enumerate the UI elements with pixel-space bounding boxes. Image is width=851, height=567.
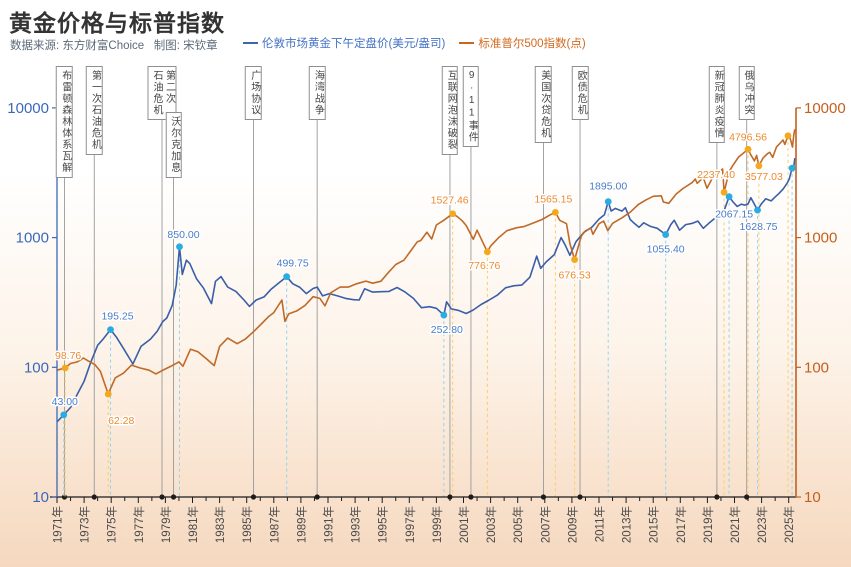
gold-price-line xyxy=(56,158,796,423)
sp500-index-line xyxy=(56,129,796,395)
data-point-label: 499.75 xyxy=(277,258,309,270)
data-point-marker xyxy=(784,132,792,140)
x-axis-year-label: 2013年 xyxy=(620,506,634,543)
x-axis-year-label: 2009年 xyxy=(565,506,579,543)
right-axis-tick-label: 100 xyxy=(804,359,829,376)
chart-legend: 伦敦市场黄金下午定盘价(美元/盎司) 标准普尔500指数(点) xyxy=(243,35,586,51)
data-point-marker xyxy=(662,231,670,238)
legend-item-sp500: 标准普尔500指数(点) xyxy=(459,35,586,51)
legend-label-gold: 伦敦市场黄金下午定盘价(美元/盎司) xyxy=(262,38,446,50)
x-axis-year-label: 2011年 xyxy=(593,506,607,542)
data-point-marker xyxy=(176,243,183,251)
x-axis-year-label: 2007年 xyxy=(538,506,552,543)
data-point-label: 1628.75 xyxy=(740,221,778,233)
data-point-label: 676.53 xyxy=(559,270,591,282)
data-point-label: 98.76 xyxy=(55,350,81,362)
x-axis-year-label: 1995年 xyxy=(376,506,390,543)
x-axis-year-label: 1977年 xyxy=(132,506,146,543)
data-point-marker xyxy=(744,145,752,153)
data-point-label: 850.00 xyxy=(167,229,199,241)
data-point-marker xyxy=(571,256,579,264)
data-point-marker xyxy=(449,210,457,218)
data-point-marker xyxy=(107,326,114,334)
x-axis-year-label: 1983年 xyxy=(213,506,227,543)
data-point-label: 1527.46 xyxy=(431,195,469,207)
x-axis-year-label: 2005年 xyxy=(511,506,525,543)
data-point-marker xyxy=(60,411,68,419)
data-point-label: 2067.15 xyxy=(715,209,753,221)
data-point-marker xyxy=(788,164,796,172)
data-point-label: 1055.40 xyxy=(647,244,685,256)
data-point-marker xyxy=(551,208,559,216)
data-point-label: 776.76 xyxy=(468,260,500,272)
x-axis-year-label: 2019年 xyxy=(701,506,715,543)
x-axis-year-label: 1989年 xyxy=(294,506,308,543)
data-point-label: 43.00 xyxy=(52,396,78,408)
x-axis-year-label: 2025年 xyxy=(782,506,796,543)
x-axis-year-label: 1979年 xyxy=(159,506,173,543)
data-point-marker xyxy=(754,206,761,214)
x-axis-year-label: 1999年 xyxy=(430,506,444,543)
data-point-marker xyxy=(61,364,69,372)
right-axis-tick-label: 1000 xyxy=(804,230,837,247)
data-point-label: 195.25 xyxy=(101,311,133,323)
x-axis-year-label: 1975年 xyxy=(105,506,119,543)
x-axis-year-label: 1973年 xyxy=(78,506,92,543)
x-axis-year-label: 2001年 xyxy=(457,506,471,543)
x-axis-year-label: 1997年 xyxy=(403,506,417,543)
data-point-marker xyxy=(283,273,291,281)
x-axis-year-label: 2021年 xyxy=(728,506,742,543)
data-point-marker xyxy=(720,188,728,196)
gold-line-swatch-icon xyxy=(243,42,258,44)
data-point-label: 1565.15 xyxy=(534,193,572,205)
right-axis-tick-label: 10 xyxy=(804,489,821,506)
data-point-label: 3577.03 xyxy=(745,171,783,183)
x-axis-year-label: 1981年 xyxy=(186,506,200,543)
right-axis-tick-label: 10000 xyxy=(804,100,846,117)
x-axis-year-label: 2023年 xyxy=(755,506,769,543)
x-axis-year-label: 1987年 xyxy=(267,506,281,543)
data-source-label: 数据来源: 东方财富Choice xyxy=(10,40,145,52)
page-title: 黄金价格与标普指数 xyxy=(9,10,225,36)
sp500-line-swatch-icon xyxy=(459,42,475,44)
data-point-marker xyxy=(104,390,112,398)
x-axis-year-label: 1985年 xyxy=(240,506,254,543)
x-axis-year-label: 2015年 xyxy=(647,506,661,543)
author-label: 制图: 宋钦章 xyxy=(153,40,218,52)
data-point-label: 4796.56 xyxy=(729,131,767,143)
data-point-label: 252.80 xyxy=(431,324,463,336)
data-point-marker xyxy=(755,162,763,170)
x-axis-year-label: 2003年 xyxy=(484,506,498,543)
data-point-label: 1895.00 xyxy=(589,181,627,193)
data-point-label: 2237.40 xyxy=(697,169,735,181)
data-point-marker xyxy=(725,193,733,201)
left-axis-tick-label: 10 xyxy=(32,489,49,506)
left-axis-tick-label: 1000 xyxy=(16,230,49,247)
left-axis-tick-label: 100 xyxy=(24,359,49,376)
legend-item-gold: 伦敦市场黄金下午定盘价(美元/盎司) xyxy=(243,35,445,51)
data-point-marker xyxy=(483,248,491,256)
x-axis-year-label: 1991年 xyxy=(322,506,336,543)
data-point-marker xyxy=(604,198,612,205)
x-axis-year-label: 2017年 xyxy=(674,506,688,543)
x-axis-year-label: 1971年 xyxy=(51,506,65,543)
x-axis-year-label: 1993年 xyxy=(349,506,363,543)
data-point-marker xyxy=(440,311,448,319)
chart-source-note: 数据来源: 东方财富Choice 制图: 宋钦章 xyxy=(10,37,218,53)
left-axis-tick-label: 10000 xyxy=(7,100,49,117)
legend-label-sp500: 标准普尔500指数(点) xyxy=(478,38,586,50)
data-point-label: 62.28 xyxy=(108,415,134,427)
